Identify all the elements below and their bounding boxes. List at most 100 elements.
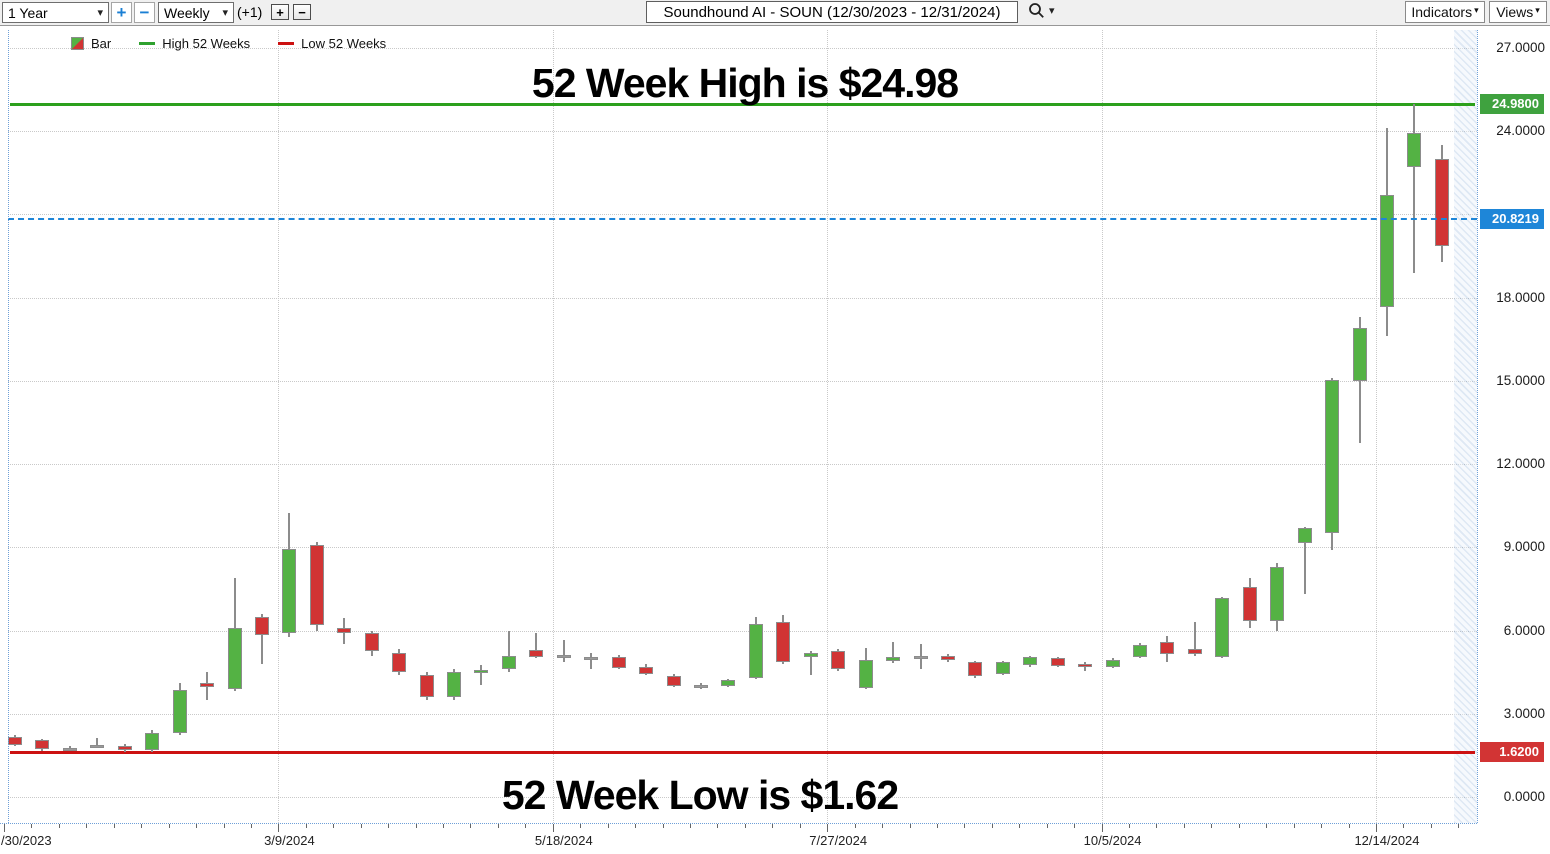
x-axis-label: 3/9/2024 — [264, 833, 315, 848]
y-axis-label: 3.0000 — [1503, 705, 1545, 721]
candle-body — [886, 656, 901, 662]
x-axis-tick — [1074, 824, 1076, 828]
grid-line-h — [8, 464, 1477, 466]
candle-body — [1133, 644, 1148, 657]
grid-line-h — [8, 713, 1477, 715]
x-axis-tick — [1376, 824, 1377, 832]
candle-wick — [590, 652, 593, 670]
x-axis-tick — [1348, 824, 1350, 828]
plot-border-left — [8, 30, 9, 823]
candle-body — [145, 733, 160, 750]
candle-wick — [809, 651, 812, 675]
candle-body — [831, 651, 846, 670]
y-axis-label: 27.0000 — [1496, 40, 1545, 55]
candle-body — [529, 649, 544, 657]
bar-offset-label: (+1) — [237, 4, 263, 20]
y-axis-label: 9.0000 — [1503, 539, 1545, 555]
chevron-down-icon: ▾ — [97, 7, 103, 19]
candle-body — [501, 655, 516, 670]
low-line-icon — [278, 42, 295, 45]
grid-line-h — [8, 547, 1477, 549]
price-badge: 20.8219 — [1480, 209, 1544, 230]
candle-body — [1380, 195, 1394, 308]
range-select-value: 1 Year — [8, 4, 48, 21]
candle-body — [1078, 663, 1093, 667]
candle-body — [694, 685, 708, 689]
candle-wick — [1193, 622, 1196, 657]
remove-bar-button[interactable]: − — [293, 4, 311, 20]
x-axis-tick — [497, 824, 499, 828]
candle-body — [90, 744, 105, 748]
x-axis-tick — [964, 824, 966, 828]
x-axis-tick — [882, 824, 884, 828]
x-axis-tick — [250, 824, 252, 828]
x-axis-tick — [1156, 824, 1158, 828]
candle-body — [1050, 658, 1065, 667]
price-badge: 24.9800 — [1480, 94, 1544, 115]
x-axis-tick — [607, 824, 609, 828]
candle-body — [1215, 598, 1230, 657]
y-axis-label: 18.0000 — [1496, 289, 1545, 305]
search-icon[interactable] — [1028, 2, 1045, 19]
last-price-line — [8, 218, 1477, 221]
grid-line-v — [278, 30, 280, 823]
x-axis-tick — [580, 824, 582, 828]
x-axis-tick — [1211, 824, 1213, 828]
grid-line-v — [827, 30, 829, 823]
low-line-label: Low 52 Weeks — [301, 36, 387, 51]
candle-wick — [562, 640, 565, 663]
x-axis-label: 7/27/2024 — [809, 833, 868, 848]
candle-body — [1270, 566, 1285, 621]
chevron-down-icon: ▾ — [1474, 4, 1479, 15]
candle-body — [940, 656, 955, 660]
grid-line-h — [8, 297, 1477, 299]
x-axis-tick — [552, 824, 554, 832]
add-bar-button[interactable]: + — [271, 4, 289, 20]
y-axis-label: 24.0000 — [1496, 123, 1545, 139]
candle-wick — [480, 664, 483, 685]
high-line-label: High 52 Weeks — [162, 36, 251, 51]
symbol-title: Soundhound AI - SOUN (12/30/2023 - 12/31… — [663, 3, 1001, 21]
views-button[interactable]: Views ▾ — [1489, 1, 1547, 23]
x-axis-tick — [333, 824, 335, 828]
candle-body — [721, 680, 736, 687]
chevron-down-icon[interactable]: ▾ — [1049, 5, 1055, 17]
grid-line-h — [8, 48, 1477, 49]
candle-body — [995, 661, 1010, 675]
range-select[interactable]: 1 Year ▾ — [2, 2, 109, 23]
candle-body — [8, 737, 22, 745]
candle-body — [1325, 380, 1340, 534]
grid-line-v — [1376, 30, 1377, 823]
x-axis-tick — [360, 824, 362, 828]
candle-body — [1352, 328, 1367, 381]
period-select-value: Weekly — [164, 4, 210, 21]
x-axis-tick — [168, 824, 170, 828]
candle-wick — [892, 641, 895, 664]
symbol-title-box[interactable]: Soundhound AI - SOUN (12/30/2023 - 12/31… — [646, 1, 1018, 23]
candle-body — [337, 627, 352, 634]
candle-body — [447, 672, 462, 698]
indicators-button-label: Indicators — [1411, 4, 1473, 20]
y-axis-label: 12.0000 — [1496, 456, 1545, 472]
grid-line-h — [8, 380, 1477, 382]
candle-body — [364, 633, 379, 652]
candle-body — [748, 623, 763, 678]
candle-wick — [507, 630, 510, 673]
indicators-button[interactable]: Indicators ▾ — [1405, 1, 1485, 23]
views-button-label: Views — [1496, 4, 1534, 20]
plot-border-bottom — [0, 823, 1477, 824]
x-axis-tick — [1129, 824, 1131, 828]
zoom-in-button[interactable]: + — [111, 2, 132, 23]
bar-series-label: Bar — [91, 36, 112, 51]
x-axis-tick — [1238, 824, 1240, 828]
x-axis-tick — [1101, 824, 1103, 832]
candle-body — [666, 676, 681, 687]
x-axis-tick — [991, 824, 993, 828]
period-select[interactable]: Weekly ▾ — [158, 2, 234, 23]
x-axis-tick — [1266, 824, 1268, 828]
grid-line-v — [552, 30, 554, 823]
x-axis-tick — [1046, 824, 1048, 828]
zoom-out-button[interactable]: − — [134, 2, 155, 23]
x-axis-tick — [305, 824, 307, 828]
